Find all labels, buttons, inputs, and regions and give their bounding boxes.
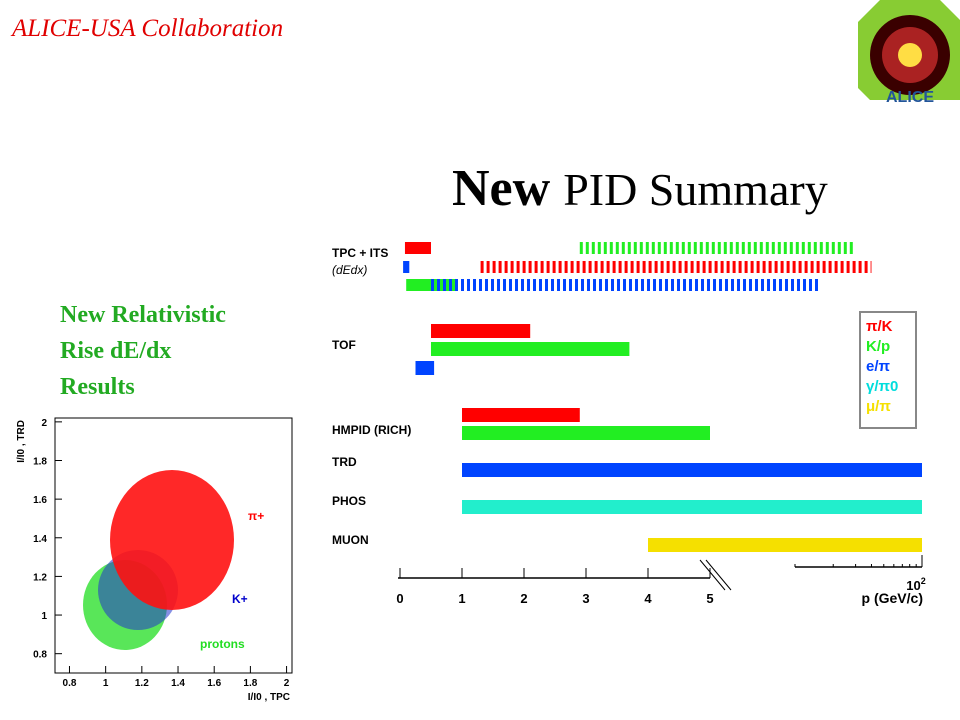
axis-break xyxy=(699,559,732,591)
x-tick-label: 2 xyxy=(284,678,290,689)
tick-exp: 2 xyxy=(921,576,926,586)
x-tick-label: 4 xyxy=(644,591,652,606)
detector-label: PHOS xyxy=(332,494,366,508)
legend-entry: μ/π xyxy=(866,398,891,415)
x-tick-label: 5 xyxy=(706,591,713,606)
far-tick-label: 102 xyxy=(906,576,925,593)
detector-sublabel: (dEdx) xyxy=(332,263,367,277)
y-tick-label: 1.6 xyxy=(33,495,47,506)
x-tick-label: 1.8 xyxy=(243,678,257,689)
pid-chart: TPC + ITS (dEdx) TOF HMPID (RICH) TRD PHOS MUO… xyxy=(332,242,926,606)
annotation: π+ xyxy=(248,509,264,523)
org: ALICE-USA Collaboration xyxy=(10,15,283,42)
y-tick-label: 1.2 xyxy=(33,572,47,583)
logo: ALICE xyxy=(858,0,960,106)
legend-entry: e/π xyxy=(866,358,891,375)
x-tick-label: 1 xyxy=(103,678,109,689)
y-tick-label: 2 xyxy=(41,418,47,429)
legend-box xyxy=(859,311,917,429)
annotation: protons xyxy=(200,637,245,651)
subtitle-line: Results xyxy=(60,374,135,400)
x-tick-label: 1.2 xyxy=(135,678,149,689)
tick-base: 10 xyxy=(906,578,920,593)
annotation: K+ xyxy=(232,592,248,606)
y-tick-label: 1 xyxy=(41,611,47,622)
logo-text: ALICE xyxy=(886,89,934,106)
title-bold: New xyxy=(452,160,551,217)
legend-entry: π/K xyxy=(866,318,893,335)
detector-label: MUON xyxy=(332,533,369,547)
legend-entry: γ/π0 xyxy=(866,378,898,395)
detector-label: HMPID (RICH) xyxy=(332,423,411,437)
scatter-plot: 0.8 1 1.2 1.4 1.6 1.8 2 0.8 1 1.2 1.4 1.6 1.8 2 I/I0 ,… xyxy=(16,417,293,703)
pion-cloud xyxy=(110,470,234,610)
y-tick-label: 1.4 xyxy=(33,534,47,545)
x-tick-label: 0 xyxy=(396,591,403,606)
x-tick-label: 1.4 xyxy=(171,678,185,689)
y-axis-label: I/I0 , TRD xyxy=(16,420,27,463)
detector-label: TPC + ITS xyxy=(332,246,388,260)
subtitle: New Relativistic Rise dE/dx Results xyxy=(60,302,226,400)
y-tick-label: 1.8 xyxy=(33,457,47,468)
x-tick-label: 3 xyxy=(582,591,589,606)
legend-entry: K/p xyxy=(866,338,890,355)
y-tick-label: 0.8 xyxy=(33,650,47,661)
slide-title: New PID Summary xyxy=(452,160,828,217)
x-tick-label: 1 xyxy=(458,591,465,606)
x-tick-label: 0.8 xyxy=(63,678,77,689)
x-tick-label: 1.6 xyxy=(207,678,221,689)
detector-label: TRD xyxy=(332,455,357,469)
x-axis-label: I/I0 , TPC xyxy=(248,692,290,703)
x-axis-label: p (GeV/c) xyxy=(862,590,923,606)
detector-label: TOF xyxy=(332,338,356,352)
subtitle-line: New Relativistic xyxy=(60,302,226,328)
title-rest: PID Summary xyxy=(563,164,828,215)
x-tick-label: 2 xyxy=(520,591,527,606)
subtitle-line: Rise dE/dx xyxy=(60,338,171,364)
